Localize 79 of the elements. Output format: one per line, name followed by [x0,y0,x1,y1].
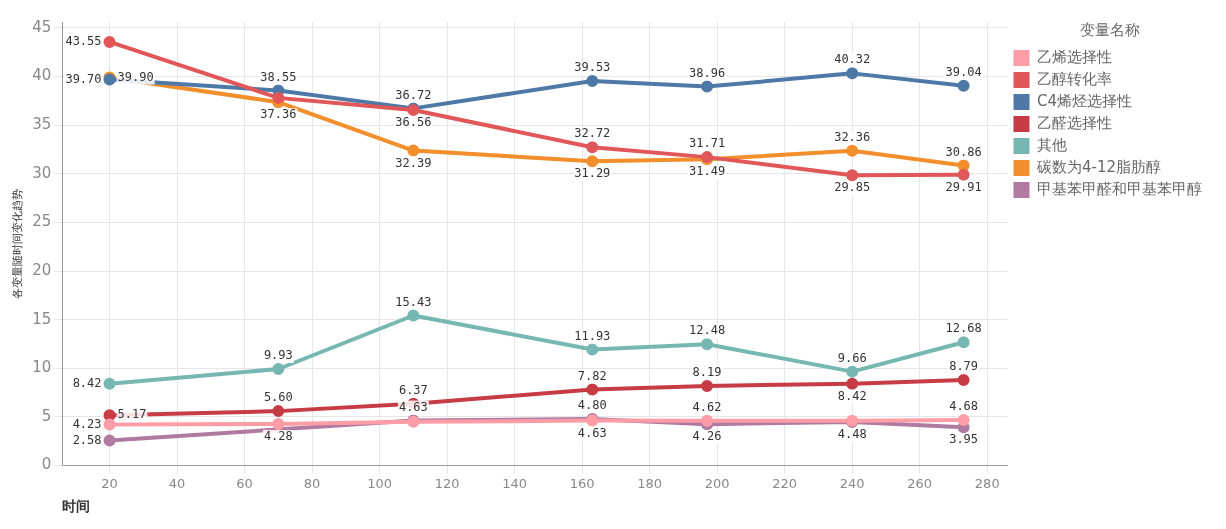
data-label: 32.36 [834,129,871,144]
data-label: 15.43 [395,294,432,309]
data-label: 4.26 [692,429,722,444]
x-tick-label: 140 [502,475,528,491]
data-label: 4.62 [692,399,722,414]
data-label: 39.70 [65,71,102,86]
data-label: 31.49 [688,164,726,179]
legend-label: 甲基苯甲醛和甲基苯甲醇 [1037,179,1202,198]
y-tick-label: 20 [32,260,52,279]
legend-title: 变量名称 [1079,21,1140,40]
legend-label: 其他 [1037,135,1067,154]
data-label: 8.42 [837,388,867,403]
data-label: 40.32 [834,52,871,67]
x-tick-label: 120 [434,475,460,491]
x-tick-label: 260 [907,475,933,491]
data-label: 31.71 [688,136,726,151]
data-label: 43.55 [65,34,102,49]
x-axis-title: 时间 [62,498,91,515]
x-tick-label: 280 [974,475,1000,491]
y-tick-label: 35 [32,115,52,134]
y-tick-label: 10 [32,358,52,377]
data-label: 38.55 [260,69,297,84]
x-tick-label: 20 [101,475,118,491]
data-label: 4.28 [263,429,293,444]
data-label: 32.72 [574,126,611,141]
data-label: 3.95 [949,432,979,447]
data-label: 8.19 [692,365,722,380]
x-tick-label: 100 [367,475,393,491]
data-label: 30.86 [945,144,982,159]
data-label: 29.91 [945,179,982,194]
y-tick-label: 25 [32,212,52,231]
data-label: 9.66 [837,350,867,365]
legend-label: 乙烯选择性 [1037,47,1112,66]
legend-label: 乙醛选择性 [1037,113,1112,132]
y-tick-label: 5 [41,406,52,425]
y-tick-label: 40 [32,66,52,85]
y-tick-label: 30 [32,163,52,182]
x-tick-label: 200 [704,475,730,491]
data-label: 4.80 [577,398,607,413]
data-label: 7.82 [577,368,607,383]
data-label: 38.96 [688,65,726,80]
data-label: 8.79 [949,359,979,374]
x-tick-label: 60 [236,475,253,491]
data-label: 9.93 [263,348,293,363]
data-label: 36.72 [395,87,432,102]
data-label: 8.42 [72,375,102,390]
y-tick-label: 0 [41,455,52,474]
data-label: 29.85 [834,180,871,195]
legend-label: 乙醇转化率 [1037,69,1112,88]
data-label: 5.60 [263,390,293,405]
x-tick-label: 240 [839,475,865,491]
data-label: 2.58 [72,432,102,447]
x-tick-label: 220 [772,475,798,491]
x-tick-label: 80 [303,475,321,491]
legend-label: C4烯烃选择性 [1037,91,1133,110]
data-label: 4.68 [949,399,979,414]
data-label: 4.23 [72,416,102,431]
x-tick-label: 40 [168,475,186,491]
legend-label: 碳数为4-12脂肪醇 [1036,157,1162,176]
y-tick-label: 15 [32,309,52,328]
y-axis-title: 各变量随时间变化趋势 [11,188,25,299]
data-label: 36.56 [395,115,432,130]
data-label: 12.68 [945,321,982,336]
data-label: 39.04 [945,64,982,79]
data-label: 4.48 [837,427,867,442]
data-label: 32.39 [395,155,432,170]
data-label: 39.90 [117,69,154,84]
data-label: 37.36 [260,107,297,122]
data-label: 31.29 [574,166,611,181]
data-label: 5.17 [117,407,147,422]
data-label: 11.93 [574,328,611,343]
data-label: 6.37 [398,382,428,397]
y-tick-label: 45 [32,17,52,36]
data-label: 12.48 [688,323,726,338]
x-tick-label: 160 [569,475,595,491]
data-label: 4.63 [398,399,428,414]
data-label: 4.63 [577,425,607,440]
data-label: 39.53 [574,60,611,75]
x-tick-label: 180 [637,475,663,491]
